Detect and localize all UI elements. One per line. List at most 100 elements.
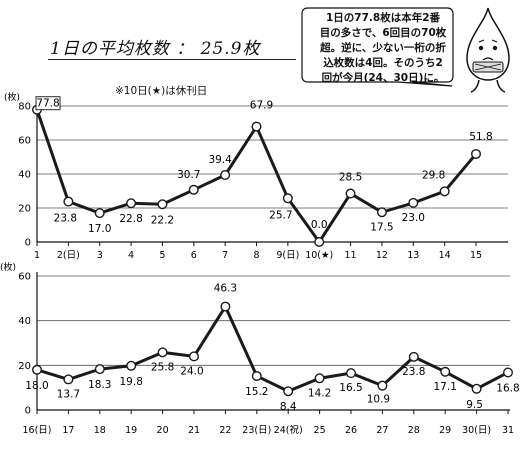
data-label: 23.0 — [402, 212, 425, 224]
data-point — [408, 197, 419, 208]
data-point — [251, 371, 262, 382]
data-label: 13.7 — [57, 388, 80, 400]
y-tick-label: 20 — [18, 204, 31, 215]
y-unit-label: (枚) — [4, 92, 20, 103]
x-tick-label: 19 — [125, 425, 137, 436]
y-tick-label: 0 — [25, 238, 31, 249]
x-tick-label: 11 — [345, 250, 357, 261]
x-tick-label: 14 — [439, 250, 451, 261]
x-tick-label: 29 — [439, 425, 451, 436]
chart-days-1-15: (枚) 0 20 40 60 80 1 2(日) 3 4 5 6 7 8 9(日) 10(★) 11 12 13 14… — [4, 92, 508, 261]
data-point — [188, 184, 199, 195]
data-label: 22.2 — [151, 214, 174, 226]
x-tick-label: 22 — [219, 425, 231, 436]
y-tick-label: 0 — [25, 406, 31, 417]
page-title: 1日の平均枚数 ： 25.9枚 — [50, 39, 261, 59]
water-drop-mascot-icon — [466, 7, 510, 93]
callout-line: 超。逆に、少ない一桁の折 — [320, 42, 446, 54]
data-label: 30.7 — [177, 169, 200, 181]
data-point — [94, 364, 105, 375]
data-point — [63, 374, 74, 385]
x-tick-label: 30(日) — [462, 425, 491, 436]
y-tick-label: 60 — [18, 272, 31, 283]
data-label: 51.8 — [469, 131, 492, 143]
data-point — [503, 367, 514, 378]
data-point — [377, 380, 388, 391]
x-tick-label: 13 — [407, 250, 419, 261]
x-tick-label: 25 — [314, 425, 326, 436]
data-point — [63, 196, 74, 207]
y-unit-label: (枚) — [0, 262, 16, 273]
x-tick-label: 24(祝) — [274, 424, 303, 436]
data-label: 18.3 — [88, 379, 111, 391]
data-point — [157, 199, 168, 210]
data-label: 15.2 — [245, 386, 268, 398]
data-label: 22.8 — [119, 213, 142, 225]
callout-line: 回が今月(24、30日)に。 — [321, 72, 445, 84]
x-tick-label: 4 — [128, 250, 134, 261]
x-tick-label: 6 — [191, 250, 197, 261]
data-point — [157, 347, 168, 358]
data-label: 8.4 — [280, 401, 297, 413]
data-point — [282, 193, 293, 204]
x-tick-label: 26 — [345, 425, 357, 436]
data-label: 25.7 — [269, 209, 292, 221]
data-point — [126, 360, 137, 371]
series-line — [36, 305, 509, 393]
x-tick-label: 28 — [408, 425, 420, 436]
data-point — [188, 351, 199, 362]
data-point — [220, 301, 231, 312]
x-tick-label: 16(日) — [22, 425, 51, 436]
x-tick-label: 17 — [62, 425, 74, 436]
y-tick-label: 40 — [18, 170, 31, 181]
x-tick-label: 21 — [188, 425, 200, 436]
callout-line: 目の多さで、6回目の70枚 — [319, 27, 447, 39]
data-label: 24.0 — [180, 365, 203, 377]
chart-days-16-31: (枚) 0 20 40 60 16(日) 17 18 19 20 21 22 23(日) 24(祝) 25 2… — [0, 262, 520, 436]
callout-line: 1日の77.8枚は本年2番 — [325, 12, 441, 24]
y-tick-label: 60 — [18, 136, 31, 147]
x-tick-label: 1 — [34, 250, 40, 261]
holiday-note: ※10日(★)は休刊日 — [115, 85, 208, 97]
data-label: 17.5 — [370, 221, 393, 233]
data-label: 23.8 — [402, 366, 425, 378]
data-label: 10.9 — [367, 394, 390, 406]
data-point — [32, 364, 43, 375]
x-tick-label: 18 — [94, 425, 106, 436]
data-point — [376, 207, 387, 218]
data-label: 18.0 — [25, 380, 48, 392]
x-tick-label: 23(日) — [242, 425, 271, 436]
callout-line: 込枚数は4回。そのうち2 — [323, 57, 443, 69]
data-label: 0.0 — [311, 219, 328, 231]
data-label: 46.3 — [214, 283, 237, 295]
x-tick-label: 27 — [376, 425, 388, 436]
data-point — [471, 383, 482, 394]
data-point — [440, 366, 451, 377]
x-tick-label: 5 — [159, 250, 165, 261]
data-point — [283, 386, 294, 397]
title-underline — [48, 59, 296, 60]
data-point — [126, 198, 137, 209]
data-label: 17.0 — [88, 223, 111, 235]
data-label-box — [35, 96, 61, 111]
data-point — [314, 236, 325, 247]
callout-text: 1日の77.8枚は本年2番 目の多さで、6回目の70枚 超。逆に、少ない一桁の折… — [314, 11, 452, 86]
x-tick-label: 12 — [376, 250, 388, 261]
data-label: 16.8 — [496, 382, 519, 394]
data-label: 39.4 — [208, 154, 232, 166]
data-label: 25.8 — [151, 361, 174, 373]
data-point — [251, 121, 262, 132]
data-point — [345, 188, 356, 199]
data-point — [94, 208, 105, 219]
data-label: 9.5 — [466, 399, 483, 411]
x-tick-label: 7 — [222, 250, 228, 261]
x-tick-label: 10(★) — [305, 250, 333, 261]
x-tick-label: 15 — [470, 250, 482, 261]
data-point — [471, 148, 482, 159]
data-label: 19.8 — [120, 376, 143, 388]
x-tick-label: 2(日) — [57, 250, 80, 261]
data-point — [408, 351, 419, 362]
x-tick-label: 31 — [502, 425, 514, 436]
y-tick-label: 40 — [18, 316, 31, 327]
